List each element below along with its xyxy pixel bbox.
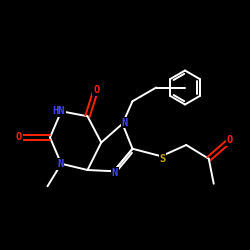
- Text: O: O: [16, 132, 22, 142]
- Text: O: O: [93, 85, 99, 95]
- Text: N: N: [112, 168, 118, 177]
- Text: O: O: [227, 135, 233, 145]
- Text: N: N: [57, 159, 63, 169]
- Text: N: N: [122, 118, 128, 128]
- Text: HN: HN: [52, 106, 65, 116]
- Text: S: S: [160, 154, 166, 164]
